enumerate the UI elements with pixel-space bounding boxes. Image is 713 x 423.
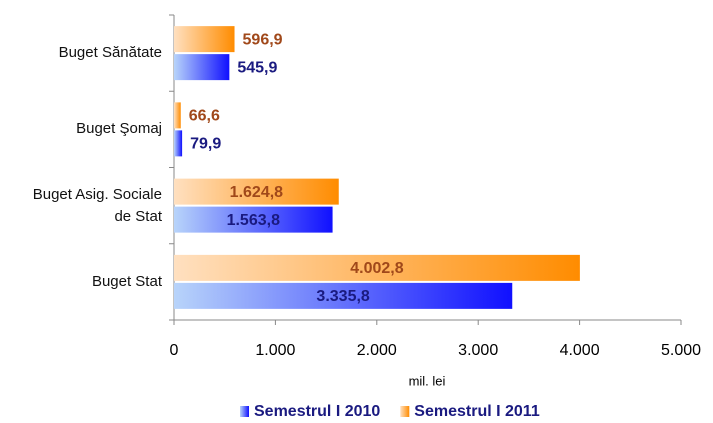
- legend-swatch: [400, 406, 410, 417]
- data-label: 66,6: [189, 108, 220, 125]
- bar: [174, 130, 183, 157]
- legend-label: Semestrul I 2011: [414, 403, 540, 420]
- y-tick-label: Buget Şomaj: [76, 120, 162, 138]
- y-tick-label: Buget Sănătate: [58, 44, 162, 62]
- x-tick-label: 2.000: [357, 342, 397, 359]
- legend-label: Semestrul I 2010: [254, 403, 380, 420]
- data-label: 79,9: [190, 136, 221, 153]
- data-label: 3.335,8: [316, 288, 369, 305]
- bar: [174, 54, 230, 81]
- bar: [174, 206, 333, 233]
- x-tick-label: 0: [170, 342, 179, 359]
- x-tick-label: 4.000: [560, 342, 600, 359]
- data-label: 596,9: [243, 31, 283, 48]
- bar: [174, 254, 580, 281]
- y-tick-label: Buget Stat: [91, 272, 162, 290]
- bar: [174, 26, 235, 53]
- bar: [174, 282, 513, 309]
- x-tick-label: 3.000: [458, 342, 498, 359]
- data-label: 1.624,8: [230, 184, 283, 201]
- y-tick-label: Buget Asig. Sociale de Stat: [32, 185, 162, 225]
- bar: [174, 178, 339, 205]
- x-tick-label: 1.000: [255, 342, 295, 359]
- legend-swatch: [240, 406, 249, 417]
- data-label: 4.002,8: [350, 260, 403, 277]
- x-tick-label: 5.000: [661, 342, 701, 359]
- x-axis-label: mil. lei: [409, 373, 446, 388]
- data-label: 1.563,8: [227, 212, 280, 229]
- bar: [174, 102, 181, 129]
- data-label: 545,9: [237, 59, 277, 76]
